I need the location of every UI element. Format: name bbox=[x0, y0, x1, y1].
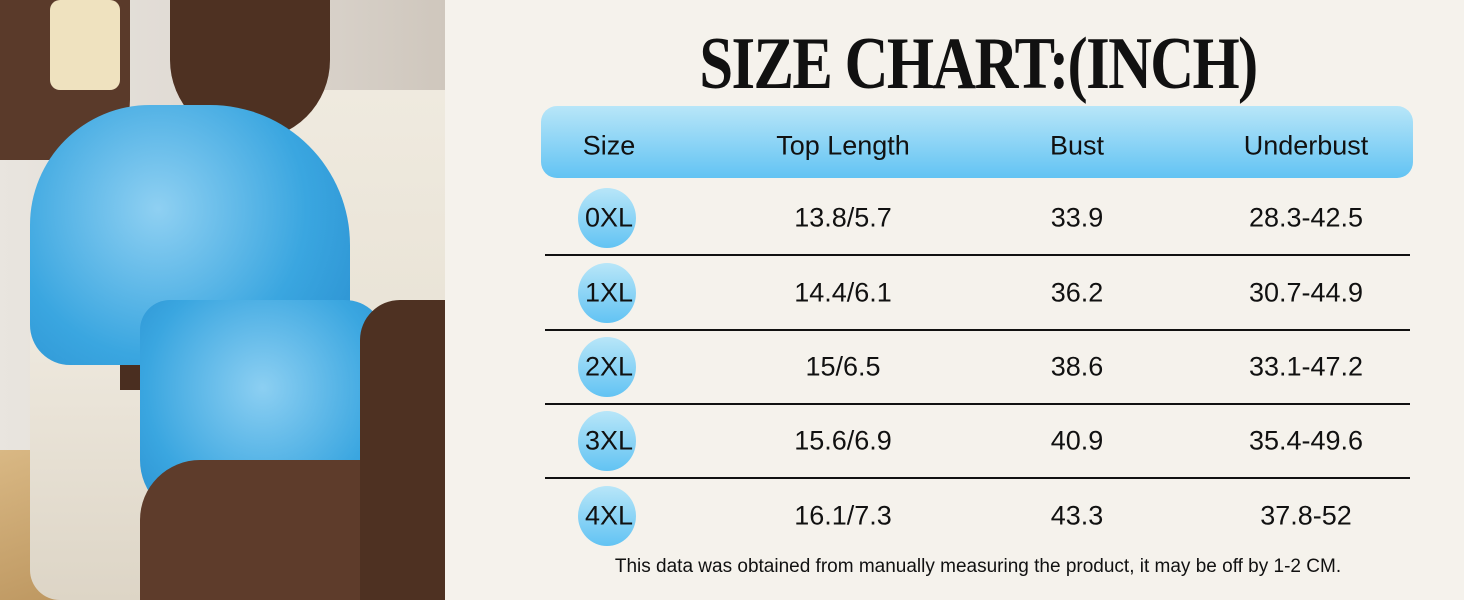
cell-underbust: 28.3-42.5 bbox=[1248, 202, 1364, 233]
cell-underbust: 37.8-52 bbox=[1260, 500, 1352, 531]
cell-top-length: 14.4/6.1 bbox=[794, 277, 892, 308]
page-title: SIZE CHART:(INCH) bbox=[699, 23, 1258, 105]
row-divider bbox=[545, 477, 1410, 479]
size-badge bbox=[578, 411, 636, 471]
hip bbox=[360, 300, 445, 600]
cell-underbust: 30.7-44.9 bbox=[1248, 277, 1364, 308]
cell-top-length: 13.8/5.7 bbox=[794, 202, 892, 233]
cell-size: 4XL bbox=[584, 500, 634, 531]
size-badge bbox=[578, 188, 636, 248]
cell-bust: 38.6 bbox=[1050, 351, 1104, 382]
cell-bust: 40.9 bbox=[1050, 425, 1104, 456]
row-divider bbox=[545, 254, 1410, 256]
cell-bust: 33.9 bbox=[1050, 202, 1104, 233]
phone bbox=[50, 0, 120, 90]
cell-top-length: 15/6.5 bbox=[805, 351, 881, 382]
header-top-length: Top Length bbox=[776, 130, 910, 161]
cell-size: 2XL bbox=[584, 351, 634, 382]
cell-underbust: 33.1-47.2 bbox=[1248, 351, 1364, 382]
cell-top-length: 15.6/6.9 bbox=[794, 425, 892, 456]
row-divider bbox=[545, 329, 1410, 331]
cell-bust: 43.3 bbox=[1050, 500, 1104, 531]
row-divider bbox=[545, 403, 1410, 405]
measurement-note: This data was obtained from manually mea… bbox=[614, 556, 1342, 577]
table-header bbox=[541, 106, 1413, 178]
cell-top-length: 16.1/7.3 bbox=[794, 500, 892, 531]
size-badge bbox=[578, 263, 636, 323]
size-badge bbox=[578, 337, 636, 397]
header-size: Size bbox=[582, 130, 636, 161]
size-badge bbox=[578, 486, 636, 546]
header-bust: Bust bbox=[1049, 130, 1105, 161]
cell-underbust: 35.4-49.6 bbox=[1248, 425, 1364, 456]
cell-size: 1XL bbox=[584, 277, 634, 308]
product-photo bbox=[0, 0, 445, 600]
header-underbust: Underbust bbox=[1243, 130, 1369, 161]
cell-size: 0XL bbox=[584, 202, 634, 233]
cell-bust: 36.2 bbox=[1050, 277, 1104, 308]
cell-size: 3XL bbox=[584, 425, 634, 456]
